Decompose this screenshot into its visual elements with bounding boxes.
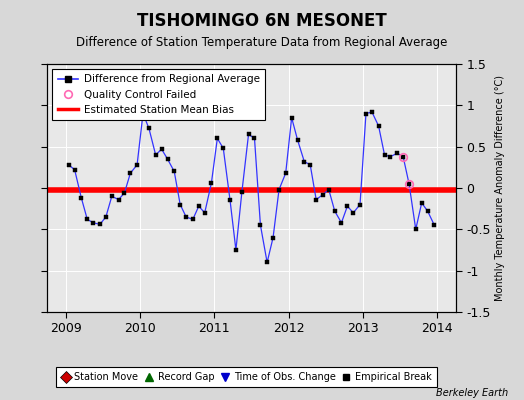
- Y-axis label: Monthly Temperature Anomaly Difference (°C): Monthly Temperature Anomaly Difference (…: [495, 75, 505, 301]
- Text: Difference of Station Temperature Data from Regional Average: Difference of Station Temperature Data f…: [77, 36, 447, 49]
- Text: Berkeley Earth: Berkeley Earth: [436, 388, 508, 398]
- Text: TISHOMINGO 6N MESONET: TISHOMINGO 6N MESONET: [137, 12, 387, 30]
- Legend: Station Move, Record Gap, Time of Obs. Change, Empirical Break: Station Move, Record Gap, Time of Obs. C…: [56, 368, 436, 387]
- Legend: Difference from Regional Average, Quality Control Failed, Estimated Station Mean: Difference from Regional Average, Qualit…: [52, 69, 265, 120]
